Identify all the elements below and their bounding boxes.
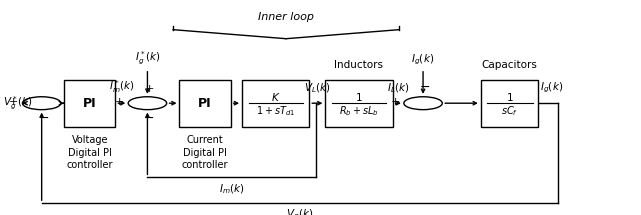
FancyBboxPatch shape [326, 80, 392, 127]
Text: $1$: $1$ [355, 91, 363, 103]
Text: PI: PI [83, 97, 97, 110]
Text: $V_g(k)$: $V_g(k)$ [286, 207, 313, 215]
FancyBboxPatch shape [179, 80, 231, 127]
FancyBboxPatch shape [242, 80, 309, 127]
Text: PI: PI [198, 97, 212, 110]
Text: $1$: $1$ [506, 91, 513, 103]
Text: +: + [115, 97, 124, 107]
Text: −: − [420, 81, 430, 94]
FancyBboxPatch shape [481, 80, 538, 127]
Text: $sC_f$: $sC_f$ [501, 104, 518, 118]
Circle shape [404, 97, 442, 110]
Text: Current
Digital PI
controller: Current Digital PI controller [182, 135, 228, 170]
Text: Voltage
Digital PI
controller: Voltage Digital PI controller [67, 135, 113, 170]
Text: $I_L(k)$: $I_L(k)$ [387, 81, 410, 95]
Text: −: − [144, 112, 154, 125]
Circle shape [22, 97, 61, 110]
FancyBboxPatch shape [64, 80, 115, 127]
Text: $1+sT_{d1}$: $1+sT_{d1}$ [256, 104, 296, 118]
Text: $K$: $K$ [271, 91, 280, 103]
Text: $I_g(k)$: $I_g(k)$ [540, 80, 563, 95]
Text: +: + [390, 97, 400, 107]
Text: $I_m^*(k)$: $I_m^*(k)$ [109, 78, 135, 95]
Text: $R_b+sL_b$: $R_b+sL_b$ [339, 104, 379, 118]
Circle shape [128, 97, 167, 110]
Text: +: + [9, 97, 19, 107]
Text: Inductors: Inductors [335, 60, 383, 70]
Text: Inner loop: Inner loop [258, 11, 314, 22]
Text: $V_L(k)$: $V_L(k)$ [304, 81, 331, 95]
Text: +: + [145, 84, 154, 94]
Text: $I_g(k)$: $I_g(k)$ [412, 52, 435, 67]
Text: $V^*_g(k)$: $V^*_g(k)$ [3, 95, 33, 112]
Text: Capacitors: Capacitors [481, 60, 538, 70]
Text: −: − [38, 112, 49, 125]
Text: $I_g^*(k)$: $I_g^*(k)$ [135, 49, 160, 67]
Text: $I_m(k)$: $I_m(k)$ [219, 183, 244, 196]
